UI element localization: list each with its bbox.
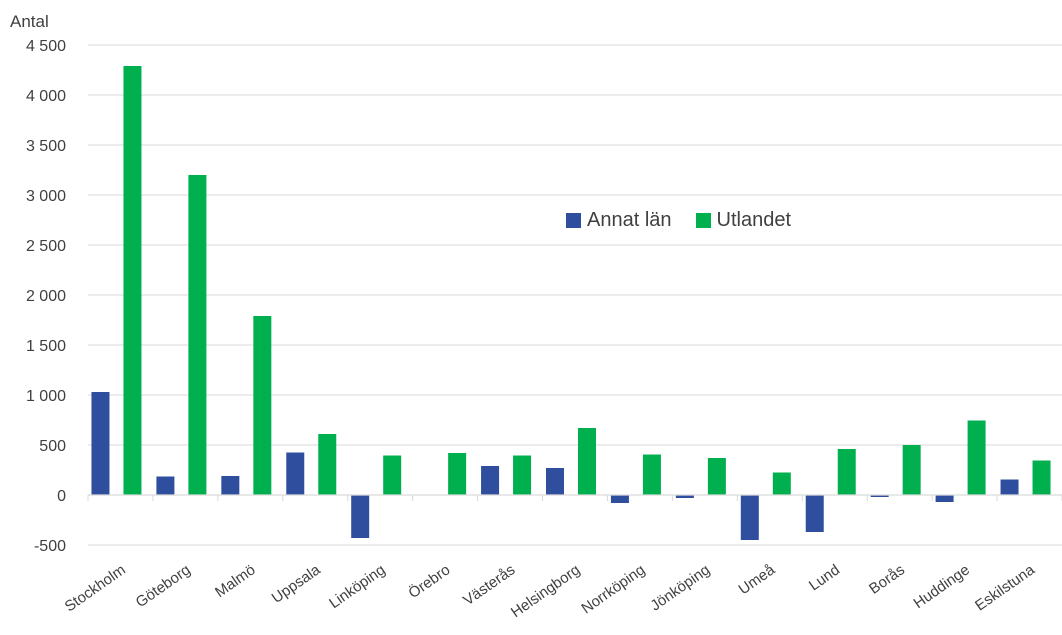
legend-item-utlandet: Utlandet (695, 209, 792, 232)
bar-annat-lan-eskilstuna (1000, 479, 1019, 495)
bar-annat-lan-jönköping (675, 495, 694, 498)
bar-annat-lan-västerås (481, 466, 500, 495)
bar-utlandet-uppsala (318, 434, 337, 495)
x-tick-label: Linköping (326, 561, 388, 612)
x-tick-label: Jönköping (647, 561, 713, 614)
bar-utlandet-norrköping (642, 454, 661, 495)
y-tick-label: 1 500 (26, 338, 66, 355)
bar-utlandet-örebro (448, 453, 467, 495)
bar-utlandet-umeå (772, 472, 791, 495)
bar-utlandet-linköping (383, 455, 402, 495)
x-tick-label: Stockholm (62, 561, 129, 615)
bar-annat-lan-uppsala (286, 452, 305, 495)
bar-annat-lan-umeå (740, 495, 759, 540)
y-tick-label: 2 000 (26, 288, 66, 305)
bar-utlandet-göteborg (188, 175, 207, 495)
bar-utlandet-lund (837, 449, 856, 495)
bar-annat-lan-borås (870, 495, 889, 497)
bar-utlandet-jönköping (707, 458, 726, 495)
y-tick-label: 3 000 (26, 188, 66, 205)
x-tick-label: Helsingborg (508, 561, 583, 621)
bar-utlandet-stockholm (123, 66, 142, 495)
bar-utlandet-malmö (253, 316, 272, 495)
legend-label-utlandet: Utlandet (716, 209, 792, 231)
bar-annat-lan-göteborg (156, 476, 175, 495)
bar-annat-lan-lund (805, 495, 824, 532)
x-tick-label: Västerås (460, 561, 518, 609)
bar-annat-lan-stockholm (91, 392, 110, 495)
bar-utlandet-huddinge (967, 420, 986, 495)
bar-annat-lan-huddinge (935, 495, 954, 502)
legend-swatch-utlandet (695, 213, 711, 228)
legend-label-annat-lan: Annat län (587, 209, 672, 231)
x-tick-label: Eskilstuna (972, 561, 1038, 615)
y-tick-label: 1 000 (26, 388, 66, 405)
x-tick-label: Malmö (212, 561, 259, 601)
x-tick-label: Huddinge (911, 561, 973, 612)
y-tick-label: 0 (57, 488, 66, 505)
legend-item-annat-lan: Annat län (566, 209, 672, 232)
x-tick-label: Umeå (736, 561, 779, 598)
x-tick-label: Örebro (405, 561, 454, 603)
y-tick-label: 3 500 (26, 138, 66, 155)
y-axis-title: Antal (10, 12, 49, 31)
bar-utlandet-helsingborg (578, 428, 596, 495)
y-tick-label: 500 (39, 438, 66, 455)
y-tick-label: 2 500 (26, 238, 66, 255)
bar-annat-lan-malmö (221, 476, 240, 495)
x-tick-label: Lund (806, 561, 843, 594)
bar-annat-lan-helsingborg (546, 468, 564, 495)
bar-annat-lan-norrköping (610, 495, 629, 503)
x-tick-label: Borås (866, 561, 908, 597)
legend-swatch-annat-lan (566, 213, 581, 228)
x-tick-label: Norrköping (578, 561, 648, 617)
bar-utlandet-borås (902, 445, 921, 495)
y-tick-label: 4 000 (26, 88, 66, 105)
y-tick-label: 4 500 (26, 38, 66, 55)
bar-utlandet-västerås (513, 455, 532, 495)
bar-utlandet-eskilstuna (1032, 460, 1051, 495)
x-tick-label: Göteborg (133, 561, 194, 611)
bar-annat-lan-linköping (351, 495, 370, 538)
y-tick-label: -500 (34, 538, 66, 555)
legend: Annat län Utlandet (566, 209, 815, 232)
x-tick-label: Uppsala (269, 561, 324, 607)
